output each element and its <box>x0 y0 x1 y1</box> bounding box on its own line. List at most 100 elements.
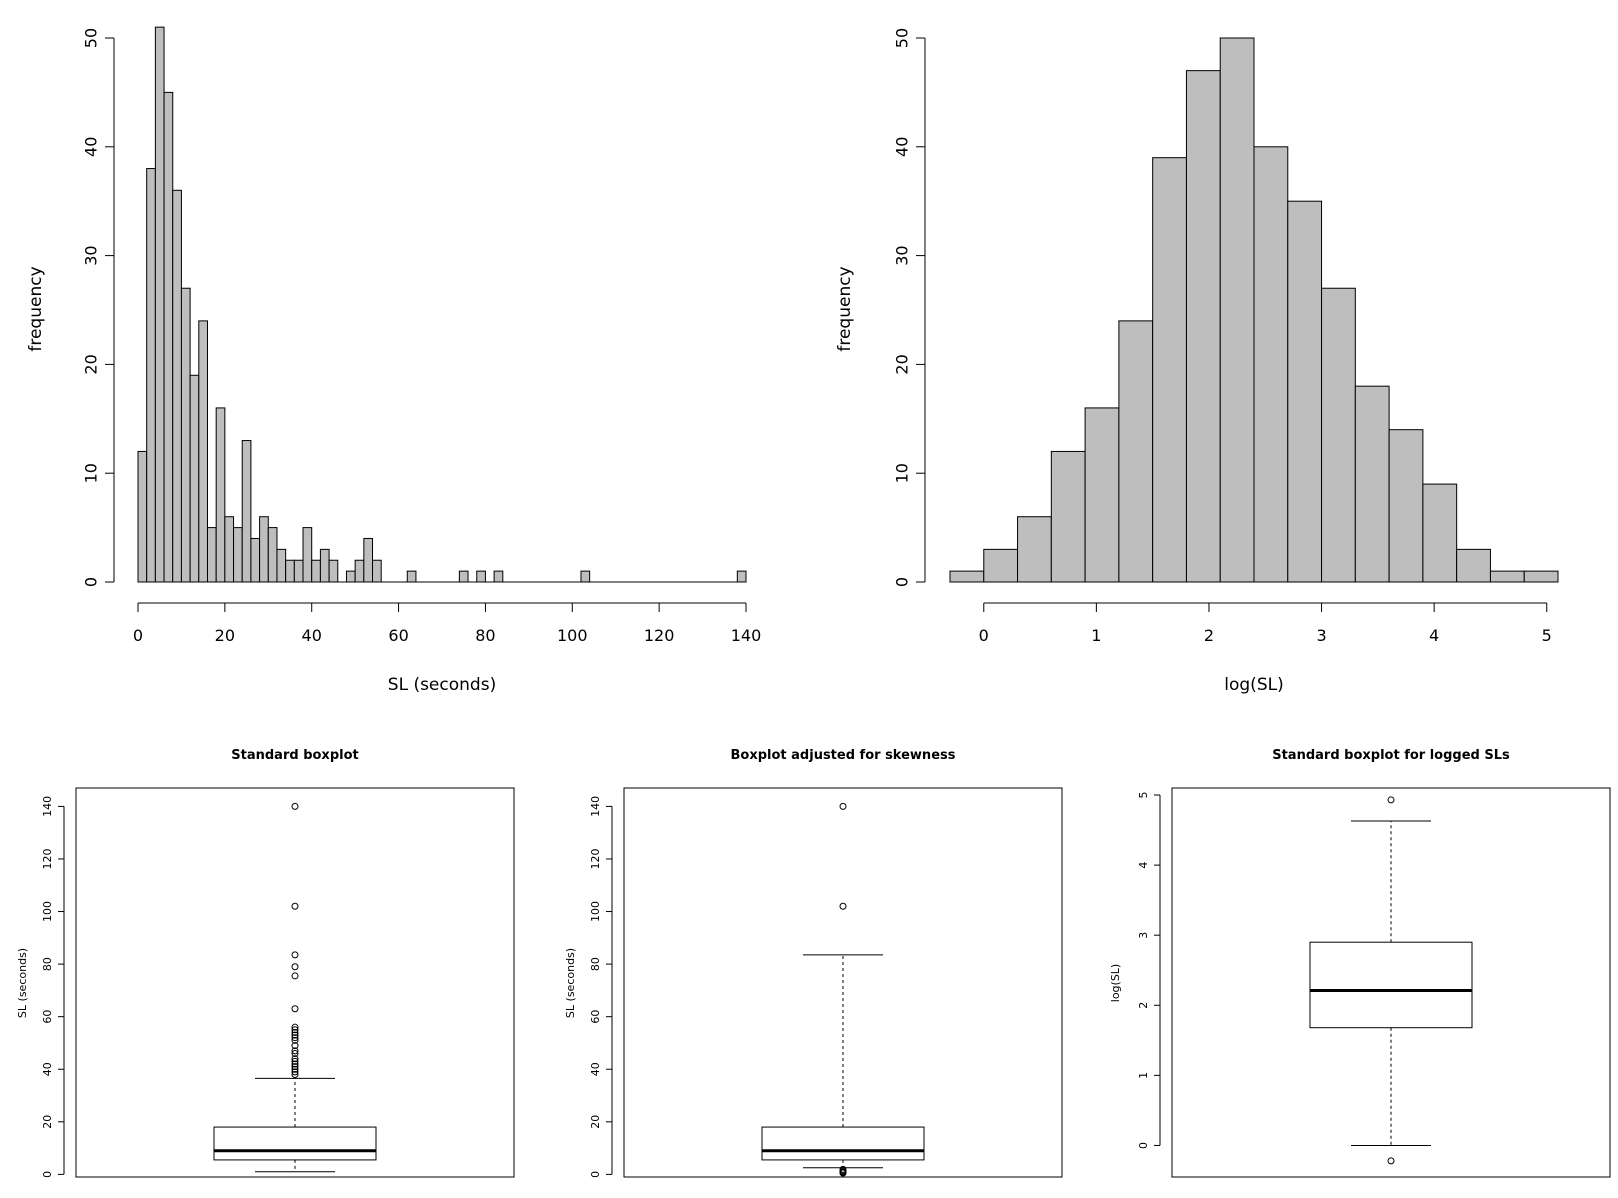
outlier-point <box>291 1068 299 1076</box>
x-axis-title: SL (seconds) <box>388 675 496 695</box>
y-axis: 0 1 2 3 4 5 <box>1137 792 1161 1149</box>
boxplot-standard: Standard boxplot 0 20 40 60 80 100 120 140 SL (… <box>16 748 515 1178</box>
histogram-bar <box>215 407 226 583</box>
histogram-bar <box>458 570 469 583</box>
outlier-point <box>291 802 299 810</box>
y-axis: 0 10 20 30 40 50 <box>82 28 115 587</box>
outlier-point <box>291 902 299 910</box>
plot-frame <box>1171 787 1611 1178</box>
y-tick-label: 5 <box>1137 792 1150 799</box>
y-axis-title: SL (seconds) <box>564 948 577 1018</box>
outlier-point <box>291 1047 299 1055</box>
histogram-bar <box>146 168 156 583</box>
x-axis-title: log(SL) <box>1224 675 1283 695</box>
x-axis: 0 1 2 3 4 5 <box>979 602 1552 645</box>
histogram-bar <box>1084 407 1120 583</box>
y-tick-label: 0 <box>589 1171 602 1178</box>
outlier-point <box>291 1005 299 1013</box>
y-tick-label: 40 <box>589 1062 602 1076</box>
histogram-bar <box>172 189 182 583</box>
y-axis-title: SL (seconds) <box>16 948 29 1018</box>
histogram-bar <box>189 374 200 583</box>
x-tick-label: 140 <box>731 626 762 645</box>
y-tick-label: 50 <box>893 28 912 48</box>
outlier-points <box>1387 796 1395 1165</box>
panel-title: Standard boxplot <box>231 748 358 763</box>
y-tick-label: 60 <box>589 1010 602 1024</box>
histogram-bar <box>241 440 252 583</box>
x-tick-label: 80 <box>475 626 495 645</box>
histogram-bar <box>949 570 985 583</box>
outlier-point <box>839 802 847 810</box>
interquartile-box <box>1309 941 1473 1029</box>
y-tick-label: 60 <box>41 1010 54 1024</box>
x-tick-label: 2 <box>1204 626 1214 645</box>
boxplot-adjusted: Boxplot adjusted for skewness 0 20 40 60 80 1… <box>564 748 1063 1178</box>
outlier-point <box>291 1026 299 1034</box>
plot-frame <box>623 787 1063 1178</box>
outlier-point <box>291 1031 299 1039</box>
y-tick-label: 80 <box>41 957 54 971</box>
histogram-bar <box>285 559 295 583</box>
outlier-point <box>291 1063 299 1071</box>
histogram-bar <box>354 559 365 583</box>
histogram-sl: 0 20 40 60 80 100 120 140 0 10 20 30 40 50 SL (secon… <box>26 26 762 695</box>
y-tick-label: 120 <box>589 848 602 869</box>
histogram-bar <box>580 570 591 583</box>
y-axis-title: frequency <box>835 266 855 351</box>
outlier-point <box>291 1028 299 1036</box>
histogram-log-sl: 0 1 2 3 4 5 0 10 20 30 40 50 log(SL) frequency <box>835 28 1559 695</box>
outlier-point <box>291 1065 299 1073</box>
x-tick-label: 120 <box>644 626 675 645</box>
y-axis-title: log(SL) <box>1109 964 1122 1002</box>
outlier-point <box>291 1023 299 1031</box>
histogram-bars <box>949 37 1559 583</box>
x-axis: 0 20 40 60 80 100 120 140 <box>133 602 762 645</box>
histogram-bar <box>328 559 339 583</box>
histogram-bar <box>233 527 243 583</box>
x-tick-label: 20 <box>215 626 235 645</box>
x-tick-label: 60 <box>388 626 408 645</box>
outlier-point <box>291 1034 299 1042</box>
histogram-bar <box>1287 200 1323 583</box>
outlier-points <box>291 802 299 1078</box>
histogram-bar <box>267 527 278 583</box>
histogram-bar <box>736 570 747 583</box>
outlier-point <box>291 1036 299 1044</box>
y-tick-label: 1 <box>1137 1072 1150 1079</box>
y-tick-label: 140 <box>41 796 54 817</box>
histogram-bar <box>163 91 174 583</box>
histogram-bars <box>137 26 747 583</box>
histogram-bar <box>311 559 321 583</box>
plot-frame <box>75 787 515 1178</box>
histogram-bar <box>983 548 1019 583</box>
histogram-bar <box>1388 429 1424 583</box>
outlier-point <box>291 1060 299 1068</box>
y-axis: 0 20 40 60 80 100 120 140 <box>589 796 613 1178</box>
histogram-bar <box>276 548 287 583</box>
y-tick-label: 20 <box>893 354 912 374</box>
histogram-bar <box>1050 450 1086 583</box>
y-tick-label: 3 <box>1137 932 1150 939</box>
histogram-bar <box>1523 570 1559 583</box>
histogram-bar <box>1422 483 1458 583</box>
histogram-bar <box>1489 570 1525 583</box>
outlier-points <box>839 802 847 1177</box>
histogram-bar <box>406 570 417 583</box>
histogram-bar <box>206 527 217 583</box>
outlier-point <box>1387 796 1395 804</box>
histogram-bar <box>1152 157 1187 583</box>
histogram-bar <box>319 548 330 583</box>
y-tick-label: 20 <box>41 1115 54 1129</box>
histogram-bar <box>345 570 356 583</box>
y-tick-label: 40 <box>41 1062 54 1076</box>
y-axis-title: frequency <box>26 266 46 351</box>
histogram-bar <box>137 450 148 583</box>
histogram-bar <box>293 559 304 583</box>
box-glyph <box>213 1077 377 1173</box>
y-tick-label: 0 <box>893 577 912 587</box>
histogram-bar <box>1219 37 1255 583</box>
y-tick-label: 0 <box>1137 1142 1150 1149</box>
x-tick-label: 40 <box>302 626 322 645</box>
